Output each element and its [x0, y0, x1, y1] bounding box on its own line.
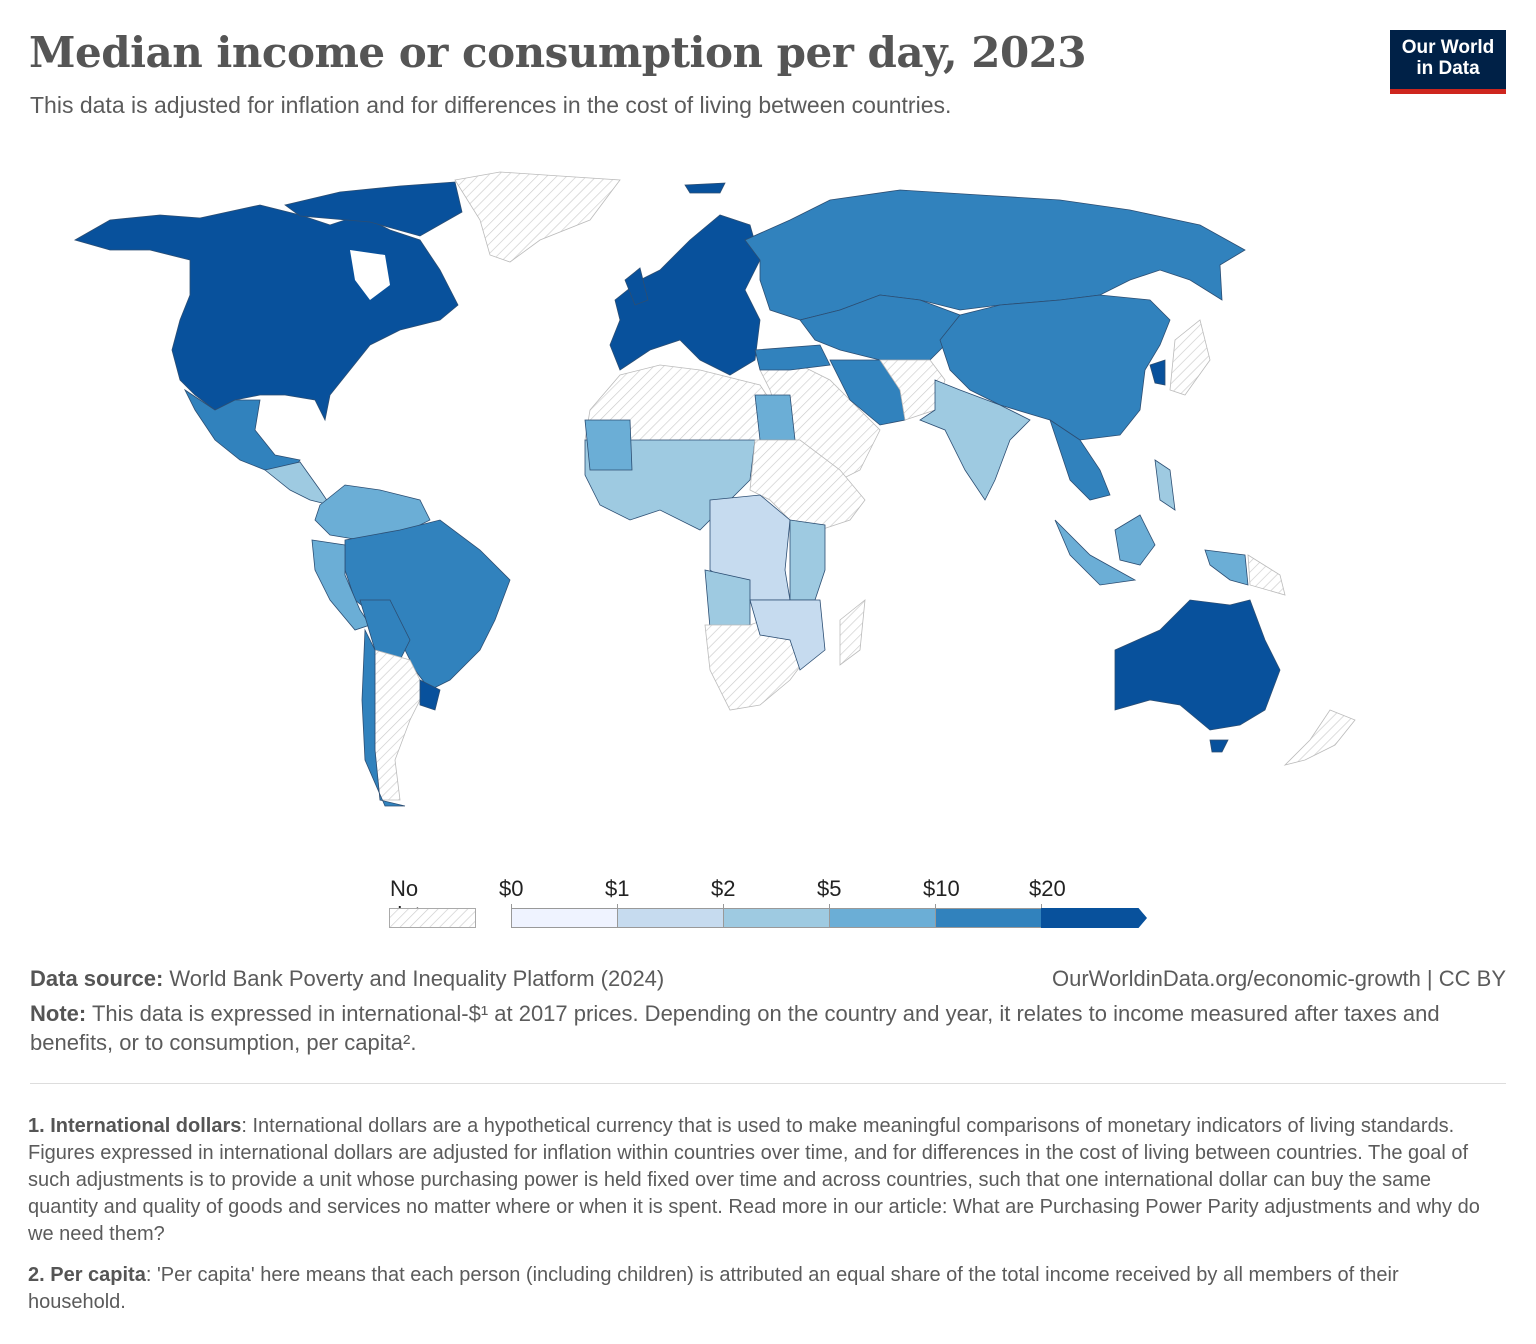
legend-tick [1041, 904, 1042, 910]
legend-tick-label: $10 [923, 876, 960, 901]
footnote-1: 1. International dollars: International … [28, 1113, 1498, 1248]
map-region[interactable] [1154, 459, 1176, 511]
map-region[interactable] [584, 419, 633, 471]
owid-logo[interactable]: Our World in Data [1390, 30, 1506, 94]
map-region[interactable] [1114, 514, 1156, 566]
map-region-no-data[interactable] [454, 171, 621, 263]
map-region[interactable] [744, 189, 1246, 321]
world-map [73, 171, 1356, 807]
map-region[interactable] [1149, 359, 1166, 386]
source-label: Data source: [30, 966, 164, 991]
legend-tick-label: $1 [605, 876, 630, 901]
map-region[interactable] [609, 214, 761, 376]
map-region[interactable] [264, 461, 331, 506]
map-region[interactable] [624, 267, 649, 306]
source-url[interactable]: OurWorldinData.org/economic-growth | CC … [1051, 966, 1506, 991]
legend-bin [511, 908, 617, 928]
map-region[interactable] [749, 599, 826, 671]
legend-tick [723, 904, 724, 910]
map-region[interactable] [754, 394, 796, 441]
footnote-2: 2. Per capita: 'Per capita' here means t… [28, 1262, 1498, 1316]
map-region[interactable] [361, 628, 406, 807]
footnote-2-label: 2. Per capita [28, 1264, 146, 1286]
map-region-no-data[interactable] [839, 599, 866, 666]
data-source: Data source: World Bank Poverty and Ineq… [30, 966, 664, 992]
map-region[interactable] [704, 569, 751, 629]
legend-tick [829, 904, 830, 910]
legend-bin [1041, 908, 1147, 928]
map-region-no-data[interactable] [1247, 554, 1286, 596]
legend-tick [511, 904, 512, 910]
note-label: Note: [30, 1001, 87, 1026]
footnote-2-text: : 'Per capita' here means that each pers… [28, 1264, 1399, 1313]
map-region-no-data[interactable] [1283, 709, 1356, 766]
map-water [350, 250, 390, 300]
map-region[interactable] [1204, 549, 1249, 586]
map-region[interactable] [1049, 419, 1111, 501]
source-text: World Bank Poverty and Inequality Platfo… [169, 966, 665, 991]
legend-bin [617, 908, 723, 928]
map-region[interactable] [684, 182, 726, 194]
legend-bin [723, 908, 829, 928]
logo-line-1: Our World [1401, 37, 1495, 58]
note-text: This data is expressed in international-… [30, 1001, 1440, 1055]
map-region[interactable] [1209, 739, 1229, 753]
logo-line-2: in Data [1416, 58, 1480, 79]
legend-tick-label: $5 [817, 876, 842, 901]
map-region-no-data[interactable] [1169, 319, 1211, 396]
legend-bin [935, 908, 1041, 928]
legend-tick-label: $20 [1029, 876, 1066, 901]
legend-bin [829, 908, 935, 928]
legend-tick-label: $2 [711, 876, 736, 901]
legend-tick [935, 904, 936, 910]
map-region[interactable] [183, 388, 301, 476]
map-region[interactable] [73, 204, 459, 422]
map-region[interactable] [919, 379, 1031, 501]
legend-tick [617, 904, 618, 910]
footnote-1-text: : International dollars are a hypothetic… [28, 1115, 1480, 1245]
map-region[interactable] [789, 519, 826, 601]
legend-no-data-swatch [389, 908, 476, 928]
note: Note: This data is expressed in internat… [30, 999, 1480, 1057]
divider [30, 1083, 1506, 1084]
legend-tick-label: $0 [499, 876, 524, 901]
map-region[interactable] [1114, 599, 1281, 731]
map-region[interactable] [359, 599, 411, 661]
chart-title: Median income or consumption per day, 20… [29, 28, 1087, 77]
map-region[interactable] [284, 181, 463, 237]
map-region[interactable] [1054, 519, 1137, 586]
map-region[interactable] [419, 679, 441, 711]
footnote-1-label: 1. International dollars [28, 1115, 242, 1137]
map-region[interactable] [754, 344, 831, 371]
chart-subtitle: This data is adjusted for inflation and … [30, 92, 952, 118]
